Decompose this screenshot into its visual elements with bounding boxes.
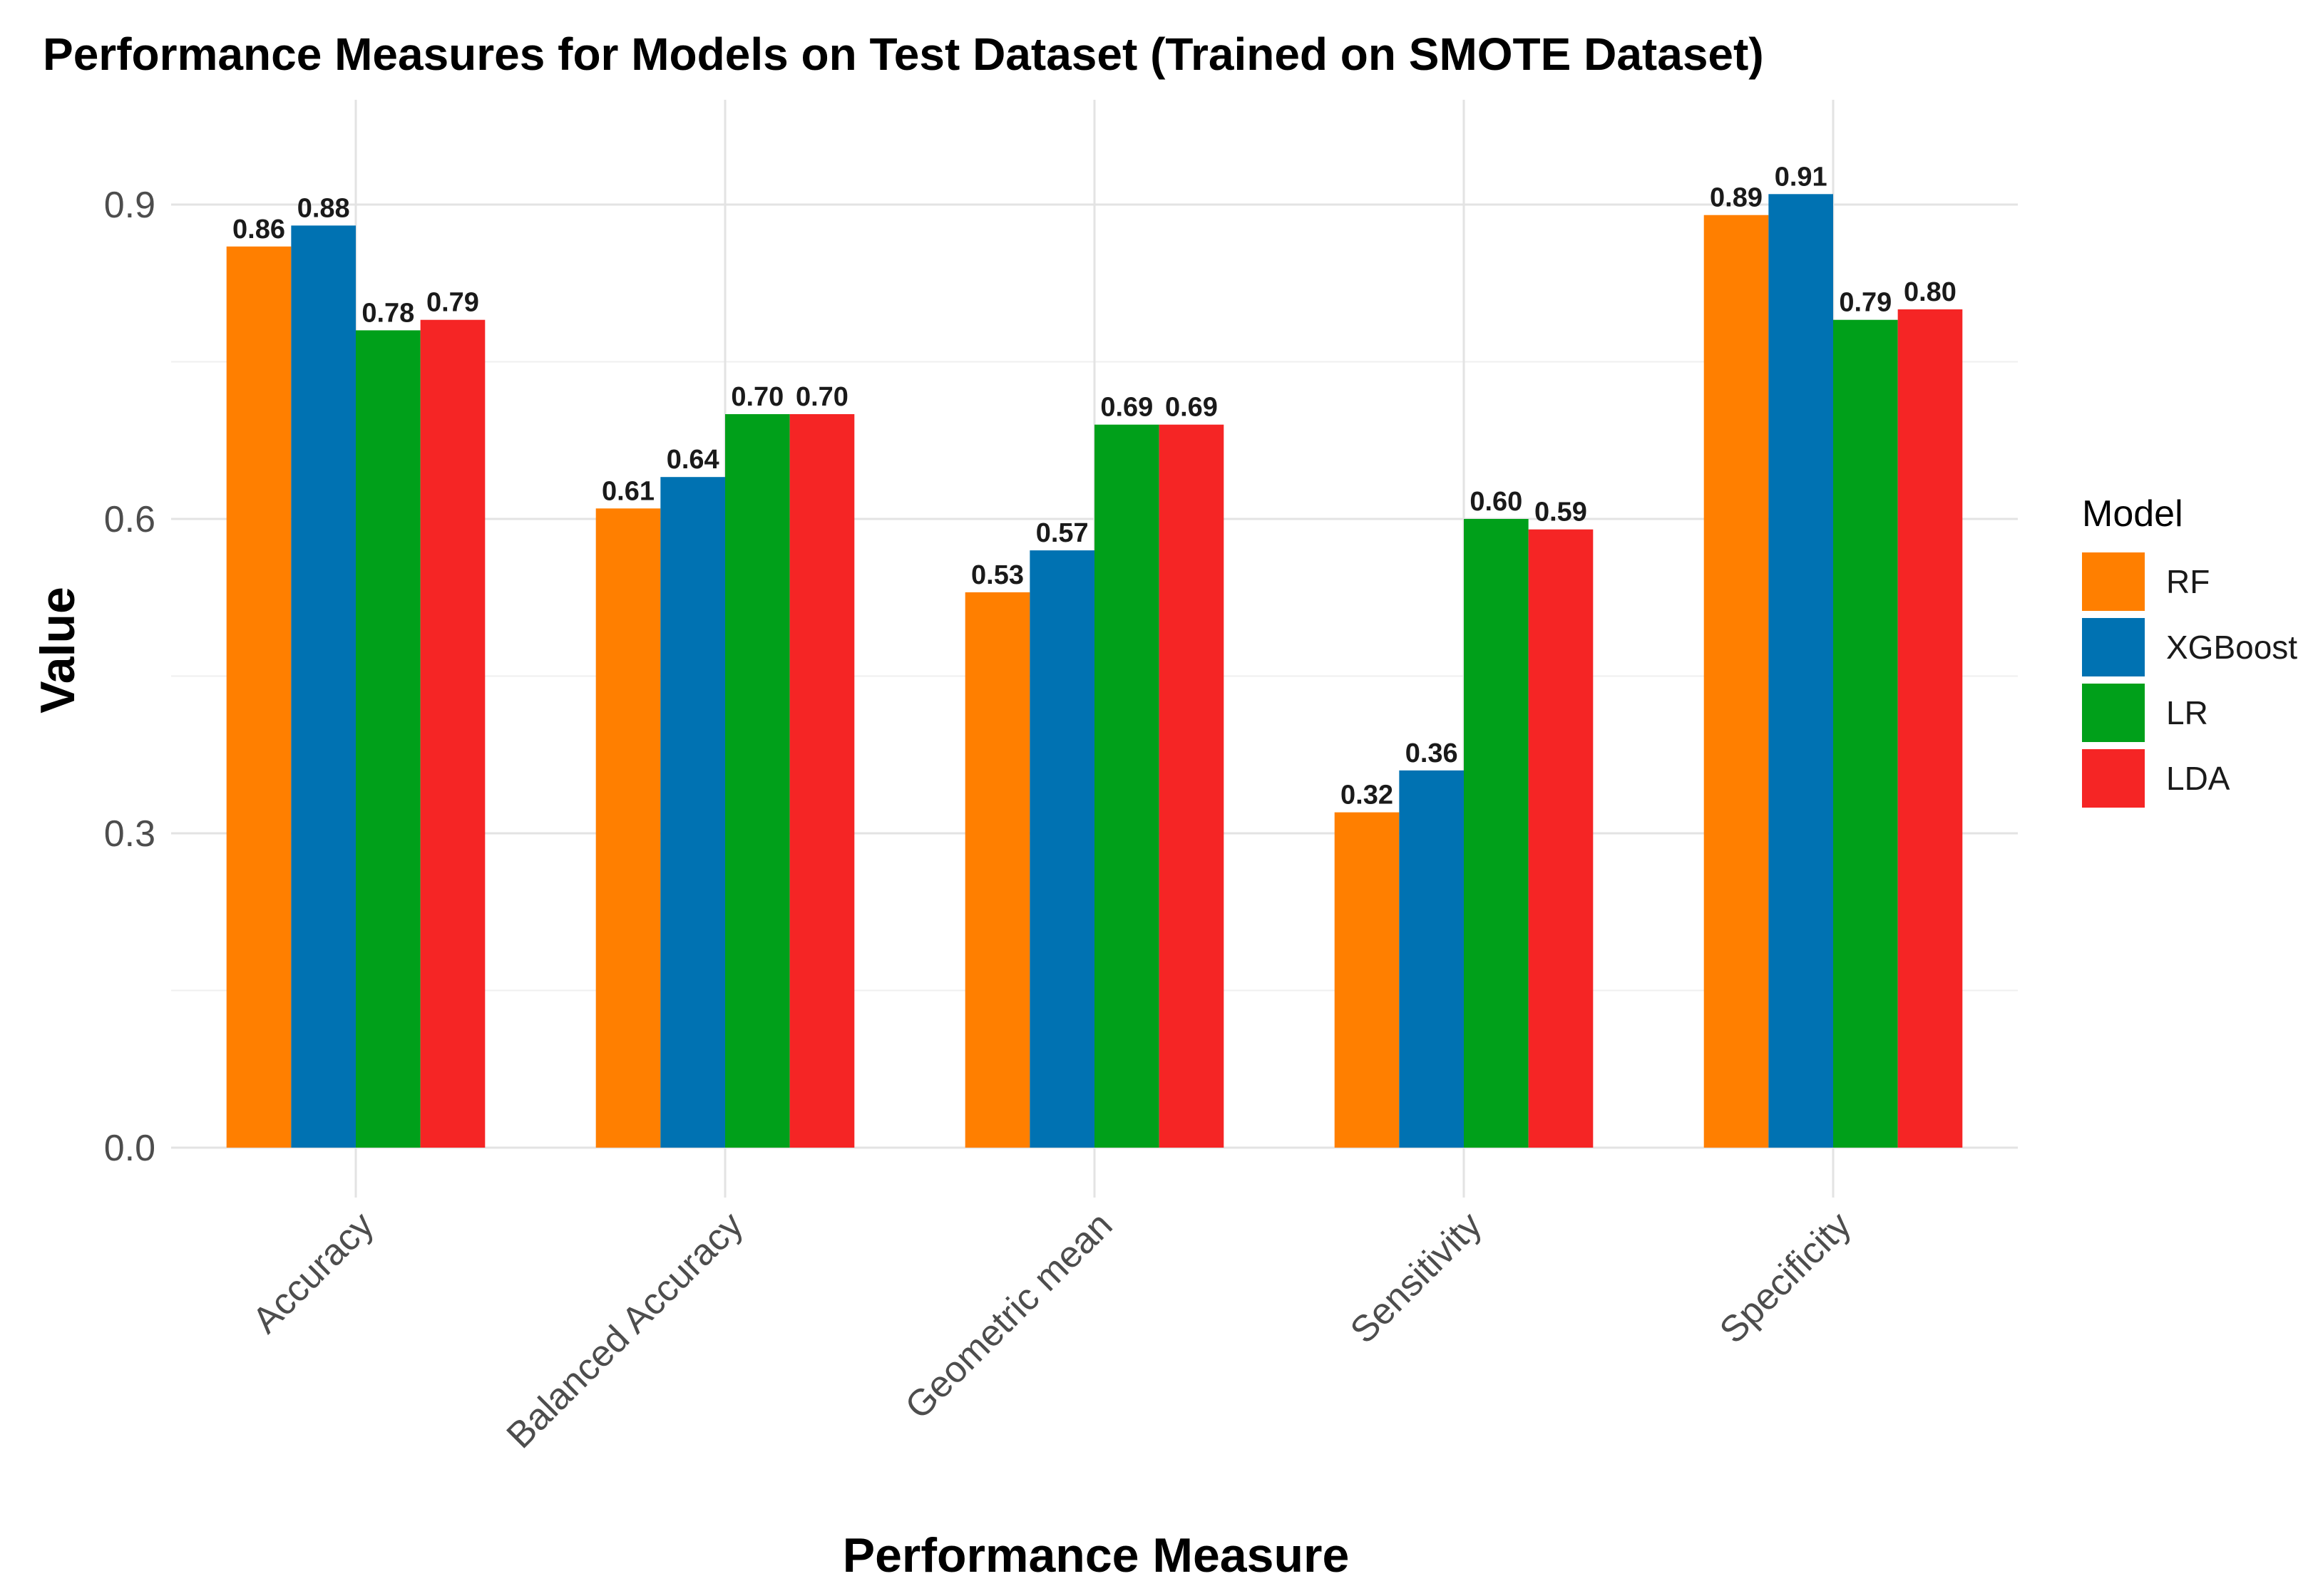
value-label: 0.78 (361, 298, 414, 328)
bar-xgboost-sensitivity (1399, 770, 1464, 1148)
legend-label-lda: LDA (2166, 760, 2230, 797)
value-label: 0.70 (796, 382, 848, 412)
y-tick-label: 0.3 (104, 813, 155, 855)
bar-lr-sensitivity (1464, 519, 1529, 1148)
value-label: 0.53 (971, 560, 1024, 590)
legend-title: Model (2082, 493, 2183, 535)
value-label: 0.69 (1100, 393, 1153, 423)
value-labels: 0.86 0.88 0.78 0.79 0.61 0.64 0.70 0.70 0.53 0.57… (232, 162, 1957, 810)
legend: Model RF XGBoost LR LDA (2082, 493, 2297, 808)
bar-lda-sensitivity (1528, 529, 1594, 1148)
bar-lda-balanced-accuracy (789, 414, 855, 1148)
legend-key-lda (2082, 749, 2145, 808)
value-label: 0.59 (1534, 498, 1587, 527)
value-label: 0.91 (1775, 162, 1827, 192)
bar-lr-geometric-mean (1094, 424, 1159, 1148)
y-tick-label: 0.0 (104, 1128, 155, 1169)
y-axis-title: Value (31, 587, 85, 714)
value-label: 0.88 (297, 193, 350, 223)
value-label: 0.60 (1470, 487, 1522, 517)
legend-items: RF XGBoost LR LDA (2082, 552, 2297, 808)
value-label: 0.57 (1036, 518, 1089, 548)
legend-key-rf (2082, 552, 2145, 611)
value-label: 0.80 (1904, 277, 1957, 307)
legend-key-lr (2082, 684, 2145, 742)
value-label: 0.86 (232, 215, 285, 244)
x-axis-title: Performance Measure (843, 1528, 1350, 1582)
value-label: 0.32 (1340, 781, 1393, 810)
bar-rf-specificity (1703, 215, 1769, 1148)
legend-label-rf: RF (2166, 563, 2210, 600)
value-label: 0.79 (1839, 288, 1892, 318)
bar-xgboost-geometric-mean (1030, 550, 1094, 1148)
bar-xgboost-balanced-accuracy (660, 477, 725, 1148)
y-tick-label: 0.6 (104, 499, 155, 540)
y-tick-label: 0.9 (104, 185, 155, 226)
legend-label-lr: LR (2166, 694, 2208, 731)
value-label: 0.70 (731, 382, 784, 412)
bar-lda-geometric-mean (1159, 424, 1224, 1148)
bar-xgboost-accuracy (291, 225, 356, 1148)
bar-rf-balanced-accuracy (595, 508, 661, 1148)
value-label: 0.89 (1710, 183, 1763, 213)
bar-lr-accuracy (356, 330, 421, 1148)
value-label: 0.36 (1405, 738, 1458, 768)
bar-rf-accuracy (226, 246, 292, 1148)
chart-title: Performance Measures for Models on Test … (43, 29, 1764, 80)
value-label: 0.61 (602, 476, 655, 506)
bars (226, 194, 1963, 1148)
bar-xgboost-specificity (1768, 194, 1833, 1148)
bar-lr-balanced-accuracy (725, 414, 790, 1148)
bar-rf-sensitivity (1334, 812, 1400, 1148)
value-label: 0.79 (426, 288, 479, 318)
value-label: 0.64 (667, 445, 719, 475)
y-axis-ticks: 0.0 0.3 0.6 0.9 (104, 185, 155, 1169)
bar-rf-geometric-mean (965, 592, 1030, 1148)
legend-key-xgboost (2082, 618, 2145, 676)
value-label: 0.69 (1165, 393, 1218, 423)
bar-lr-specificity (1833, 319, 1898, 1148)
bar-lda-accuracy (420, 319, 486, 1148)
bar-lda-specificity (1897, 309, 1963, 1148)
legend-label-xgboost: XGBoost (2166, 629, 2297, 666)
